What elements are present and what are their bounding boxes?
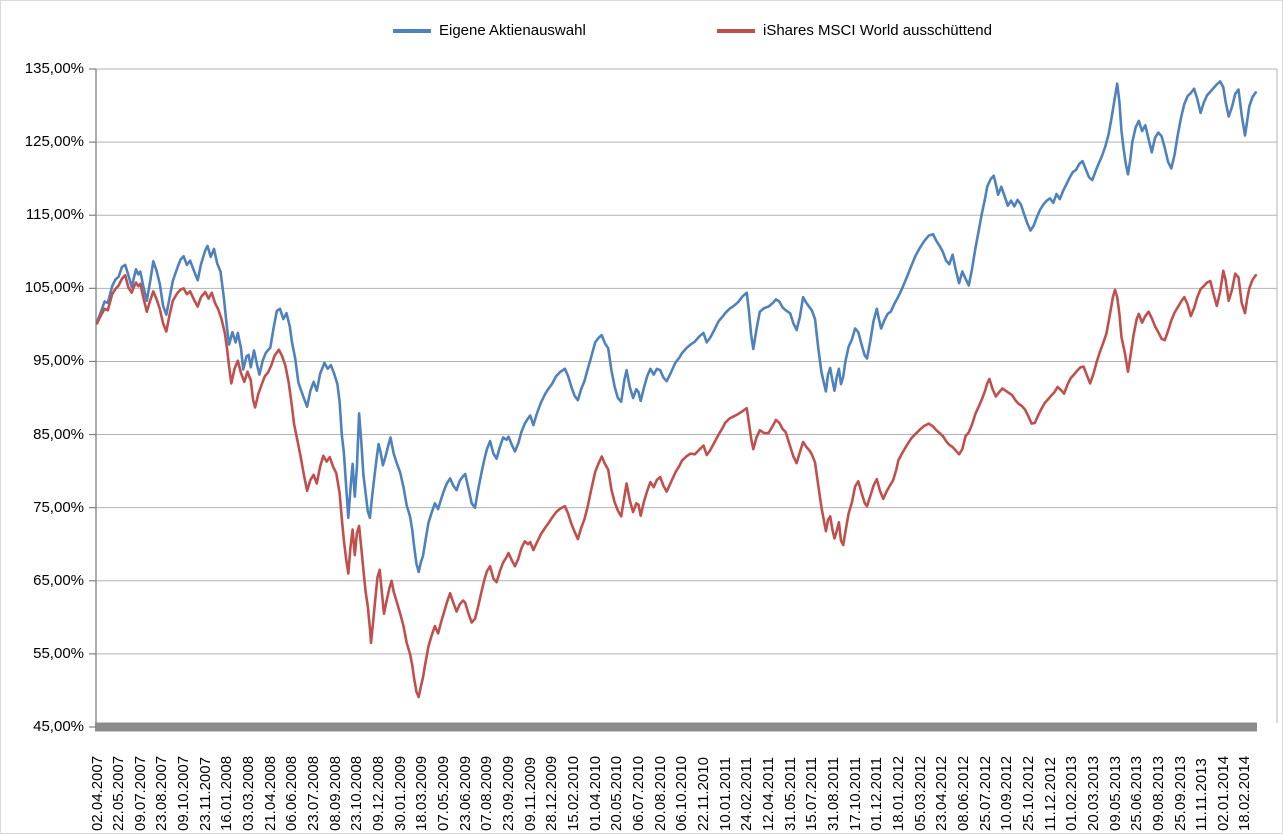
- x-axis-label: 05.03.2012: [911, 756, 930, 831]
- x-axis-label: 25.07.2012: [976, 756, 995, 831]
- x-axis-label: 12.04.2011: [759, 757, 778, 831]
- x-axis-label: 23.04.2012: [932, 756, 951, 831]
- x-axis-label: 22.11.2010: [694, 757, 713, 831]
- x-axis-label: 09.10.2007: [174, 756, 193, 831]
- x-axis-label: 15.07.2011: [802, 757, 821, 831]
- y-axis-label: 65,00%: [33, 571, 84, 589]
- x-axis-label: 21.04.2008: [261, 756, 280, 831]
- legend-item-ishares-msci-world: iShares MSCI World ausschüttend: [717, 22, 992, 40]
- x-axis-label: 25.06.2013: [1127, 756, 1146, 831]
- y-axis-label: 105,00%: [24, 279, 84, 297]
- x-axis-label: 31.05.2011: [781, 757, 800, 831]
- x-axis-label: 25.10.2012: [1019, 756, 1038, 831]
- legend-swatch-blue-line-icon: [393, 29, 431, 33]
- x-axis-label: 01.04.2010: [586, 756, 605, 831]
- x-axis-label: 03.03.2008: [239, 756, 258, 831]
- x-axis-label: 23.09.2009: [499, 756, 518, 831]
- x-axis-label: 18.02.2014: [1235, 756, 1254, 831]
- x-axis-label: 09.07.2007: [131, 756, 150, 831]
- x-axis-label: 18.03.2009: [412, 756, 431, 831]
- legend-item-eigene-aktienauswahl: Eigene Aktienauswahl: [393, 22, 586, 40]
- x-axis-label: 23.10.2008: [347, 756, 366, 831]
- x-axis-label: 22.05.2007: [109, 756, 128, 831]
- x-axis-label: 31.08.2011: [824, 757, 843, 831]
- x-axis-label: 01.12.2011: [867, 757, 886, 831]
- y-axis-label: 115,00%: [25, 206, 84, 224]
- y-axis-label: 135,00%: [24, 60, 84, 77]
- y-axis-label: 85,00%: [33, 425, 84, 443]
- x-axis-label: 23.06.2009: [456, 756, 475, 831]
- x-axis-label: 09.05.2013: [1106, 756, 1125, 831]
- x-axis-label: 10.09.2012: [997, 756, 1016, 831]
- x-axis-label: 09.12.2008: [369, 756, 388, 831]
- x-axis-label: 06.10.2010: [672, 756, 691, 831]
- x-axis-label: 18.01.2012: [889, 756, 908, 831]
- series-line-eigene-aktienauswahl: [95, 80, 1258, 574]
- x-axis-label: 01.02.2013: [1062, 756, 1081, 831]
- x-axis-label: 15.02.2010: [564, 756, 583, 831]
- x-axis-label: 02.01.2014: [1214, 756, 1233, 831]
- series-line-ishares-msci-world-ausschuettend: [95, 269, 1258, 699]
- x-axis-label: 07.05.2009: [434, 756, 453, 831]
- x-axis-label: 10.01.2011: [716, 757, 735, 831]
- x-axis-label: 07.08.2009: [477, 756, 496, 831]
- x-axis-label: 16.01.2008: [217, 756, 236, 831]
- x-axis-label: 08.06.2012: [954, 756, 973, 831]
- x-axis-label: 23.11.2007: [196, 757, 215, 831]
- legend-swatch-red-line-icon: [717, 29, 755, 33]
- x-axis-label: 09.11.2009: [521, 757, 540, 831]
- y-axis-label: 125,00%: [24, 133, 84, 151]
- x-axis-label: 17.10.2011: [846, 757, 865, 831]
- x-axis-baseline-bar: [95, 722, 1257, 732]
- x-axis-label: 06.06.2008: [282, 756, 301, 831]
- x-axis-label: 23.08.2007: [152, 756, 171, 831]
- x-axis-label: 24.02.2011: [737, 757, 756, 831]
- x-axis-label: 20.08.2010: [651, 756, 670, 831]
- x-axis-label: 23.07.2008: [304, 756, 323, 831]
- y-axis-label: 45,00%: [33, 718, 84, 735]
- x-axis-label: 11.12.2012: [1041, 757, 1060, 831]
- y-axis-label: 75,00%: [33, 498, 84, 516]
- x-axis-label: 11.11.2013: [1192, 758, 1211, 831]
- legend-label: Eigene Aktienauswahl: [439, 22, 586, 39]
- legend-label: iShares MSCI World ausschüttend: [763, 22, 992, 39]
- x-axis-label: 02.04.2007: [88, 756, 107, 831]
- x-axis-label: 20.05.2010: [607, 756, 626, 831]
- x-axis-label: 28.12.2009: [542, 756, 561, 831]
- y-axis-label: 95,00%: [33, 352, 84, 370]
- y-axis-label: 55,00%: [33, 644, 84, 662]
- x-axis-label: 20.03.2013: [1084, 756, 1103, 831]
- x-axis-label: 06.07.2010: [629, 756, 648, 831]
- x-axis-label: 08.09.2008: [326, 756, 345, 831]
- x-axis-label: 25.09.2013: [1171, 756, 1190, 831]
- x-axis-label: 30.01.2009: [391, 756, 410, 831]
- x-axis-label: 09.08.2013: [1149, 756, 1168, 831]
